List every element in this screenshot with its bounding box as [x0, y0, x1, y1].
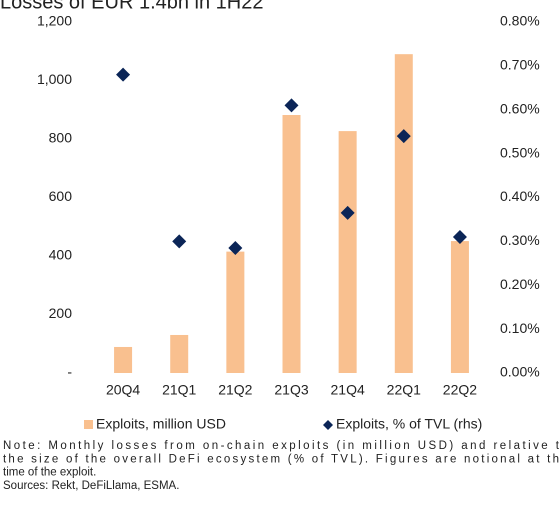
legend-label: Exploits, million USD	[96, 416, 226, 432]
note-text: the size of the overall DeFi ecosystem (…	[3, 453, 559, 465]
y-tick-label: -	[67, 364, 72, 380]
bar	[394, 54, 413, 374]
y2-tick-label: 0.00%	[500, 364, 540, 380]
bar	[114, 346, 133, 373]
note-text: Sources: Rekt, DeFiLlama, ESMA.	[3, 480, 179, 492]
x-tick-label: 21Q4	[331, 382, 365, 398]
note-text: Note: Monthly losses from on-chain explo…	[3, 440, 559, 452]
x-tick-label: 21Q3	[274, 382, 308, 398]
legend-swatch	[84, 420, 93, 429]
y2-tick-label: 0.30%	[500, 232, 540, 248]
x-tick-label: 22Q2	[443, 382, 477, 398]
y-tick-label: 1,000	[37, 71, 72, 87]
bar	[338, 131, 357, 373]
diamond-marker	[340, 205, 355, 220]
legend-label: Exploits, % of TVL (rhs)	[336, 416, 482, 432]
bar	[450, 241, 469, 373]
y2-tick-label: 0.70%	[500, 57, 540, 73]
y-tick-label: 400	[49, 247, 73, 263]
bar	[170, 334, 189, 373]
y2-tick-label: 0.20%	[500, 276, 540, 292]
diamond-marker	[116, 67, 131, 82]
diamond-marker	[284, 98, 299, 113]
y2-tick-label: 0.80%	[500, 13, 540, 29]
diamond-marker	[172, 234, 187, 249]
x-tick-label: 20Q4	[106, 382, 140, 398]
y-tick-label: 800	[49, 130, 73, 146]
y-tick-label: 200	[49, 305, 73, 321]
y2-tick-label: 0.10%	[500, 320, 540, 336]
diamond-marker	[228, 240, 243, 255]
x-tick-label: 21Q2	[218, 382, 252, 398]
y-tick-label: 600	[49, 188, 73, 204]
y2-tick-label: 0.60%	[500, 100, 540, 116]
chart-title: Losses of EUR 1.4bn in 1H22	[0, 0, 264, 13]
x-tick-label: 21Q1	[162, 382, 196, 398]
bar	[282, 115, 301, 373]
diamond-marker	[452, 229, 467, 244]
diamond-marker	[396, 129, 411, 144]
y2-tick-label: 0.40%	[500, 188, 540, 204]
x-tick-label: 22Q1	[387, 382, 421, 398]
y-tick-label: 1,200	[37, 13, 72, 29]
legend-swatch	[323, 420, 333, 430]
note-text: time of the exploit.	[3, 467, 96, 479]
y2-tick-label: 0.50%	[500, 144, 540, 160]
bar	[226, 251, 245, 373]
